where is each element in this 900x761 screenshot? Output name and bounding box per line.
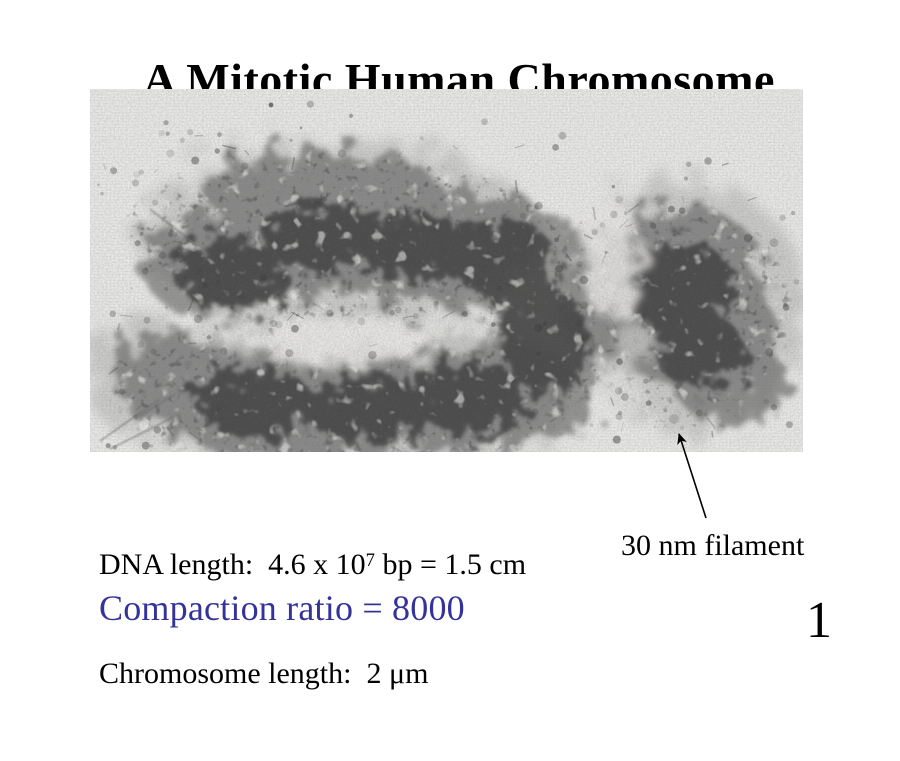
filament-label: 30 nm filament [621, 529, 804, 563]
chromosome-length-line: Chromosome length: 2 μm [99, 656, 526, 691]
dna-length-line: DNA length: 4.6 x 107 bp = 1.5 cm [99, 547, 526, 586]
exponent: 7 [366, 550, 375, 571]
chromosome-micrograph [90, 89, 803, 452]
compaction-ratio-line: Compaction ratio = 8000 [99, 587, 465, 629]
micrograph-canvas [90, 89, 803, 452]
page-number: 1 [806, 591, 832, 650]
slide: A Mitotic Human Chromosome [0, 0, 900, 675]
